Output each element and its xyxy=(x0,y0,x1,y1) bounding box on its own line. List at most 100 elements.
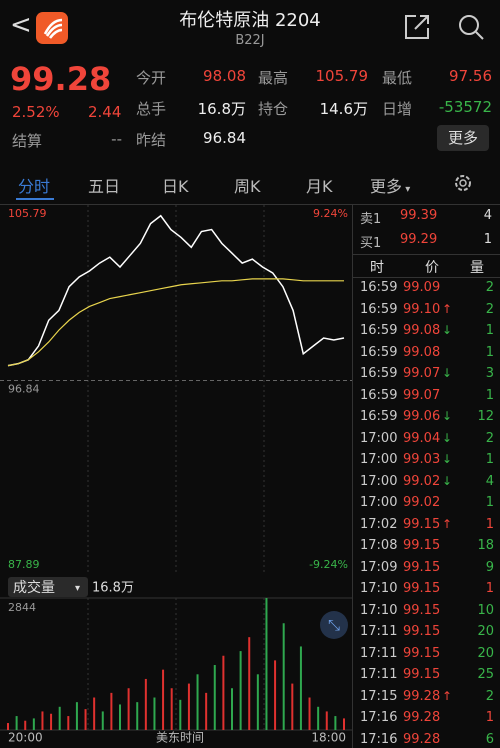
trade-qty: 9 xyxy=(485,559,494,575)
volume-bar xyxy=(144,678,147,730)
subtitle: B22J xyxy=(235,33,265,48)
volume-bar xyxy=(291,683,294,730)
tab[interactable]: 更多 ▾ xyxy=(370,177,411,196)
volume-label: 成交量 xyxy=(13,579,55,596)
trade-time: 17:00 xyxy=(360,430,398,446)
volume-bar xyxy=(239,651,242,730)
trade-price: 99.28 xyxy=(403,710,441,725)
settings-icon[interactable] xyxy=(452,172,474,194)
trade-arrow: ↓ xyxy=(442,473,453,488)
y-tick-label: 96.84 xyxy=(8,383,40,396)
stat-value: 16.8万 xyxy=(197,100,246,118)
book-label: 卖1 xyxy=(360,212,382,227)
volume-bar xyxy=(282,623,285,730)
trade-arrow: ↓ xyxy=(442,323,453,337)
trade-arrow: ↓ xyxy=(442,452,453,466)
volume-bar xyxy=(343,718,345,730)
app-logo xyxy=(36,12,68,44)
last-price: 99.28 xyxy=(10,60,112,98)
trade-price: 99.28 xyxy=(403,688,441,704)
book-label: 买1 xyxy=(360,236,382,251)
book-qty: 4 xyxy=(483,208,492,223)
back-button[interactable]: < xyxy=(10,10,32,40)
trade-price: 99.09 xyxy=(403,280,441,295)
trade-price: 99.15 xyxy=(403,602,441,618)
divider xyxy=(352,254,500,255)
volume-bar xyxy=(231,688,233,730)
trade-price: 99.07 xyxy=(403,387,441,403)
trade-qty: 2 xyxy=(485,301,494,317)
trade-price: 99.02 xyxy=(403,473,441,489)
trade-qty: 2 xyxy=(485,688,494,704)
volume-bar xyxy=(32,718,35,730)
trade-time: 16:59 xyxy=(360,387,398,403)
volume-bar xyxy=(127,688,130,730)
volume-bar xyxy=(222,655,225,730)
trade-time: 17:00 xyxy=(360,473,398,489)
search-icon[interactable] xyxy=(456,12,486,42)
tab[interactable]: 五日 xyxy=(88,177,121,196)
volume-bar xyxy=(248,637,251,730)
trade-arrow: ↑ xyxy=(442,301,453,316)
trade-qty: 2 xyxy=(485,430,494,446)
volume-bar xyxy=(15,716,18,730)
stat-value: 96.84 xyxy=(203,129,246,147)
dropdown-caret: ▾ xyxy=(75,583,80,594)
average-line xyxy=(7,278,344,367)
book-qty: 1 xyxy=(483,232,492,247)
y-tick-label: 87.89 xyxy=(8,558,40,571)
trade-time: 16:59 xyxy=(360,409,398,424)
trade-time: 17:10 xyxy=(360,602,398,618)
trade-price: 99.06 xyxy=(403,409,441,424)
volume-bar xyxy=(24,720,27,730)
trade-qty: 1 xyxy=(485,495,494,510)
volume-bar xyxy=(265,598,268,730)
trade-price: 99.15 xyxy=(403,516,441,532)
x-tick-label: 18:00 xyxy=(311,731,346,745)
stat-value: 14.6万 xyxy=(319,100,368,118)
trade-time: 17:02 xyxy=(360,516,398,532)
trade-qty: 4 xyxy=(485,473,494,489)
stat-label: 持仓 xyxy=(258,100,289,118)
tab[interactable]: 分时 xyxy=(18,177,51,196)
stat-label: 今开 xyxy=(136,69,167,87)
stat-value: 105.79 xyxy=(315,67,369,85)
volume-bar xyxy=(93,697,96,730)
tab[interactable]: 月K xyxy=(306,177,333,196)
table-header: 时 xyxy=(370,260,384,276)
change-percent: 2.52% xyxy=(12,103,60,121)
trade-price: 99.15 xyxy=(403,538,441,553)
trade-qty: 1 xyxy=(485,516,494,532)
volume-bar xyxy=(75,702,78,730)
table-header: 价 xyxy=(425,260,439,276)
trade-time: 17:00 xyxy=(360,495,398,510)
share-icon[interactable] xyxy=(402,12,432,42)
divider xyxy=(352,277,500,278)
tab[interactable]: 周K xyxy=(234,177,261,196)
volume-bar xyxy=(179,699,182,730)
trade-qty: 25 xyxy=(477,667,494,682)
volume-bar xyxy=(162,669,165,730)
volume-bar xyxy=(119,704,121,730)
trade-arrow: ↓ xyxy=(442,430,453,445)
trade-qty: 20 xyxy=(477,624,494,639)
trade-time: 17:00 xyxy=(360,452,398,467)
volume-total: 16.8万 xyxy=(92,581,134,596)
title: 布伦特原油 2204 xyxy=(179,10,321,31)
volume-bar xyxy=(308,697,311,730)
trade-time: 17:11 xyxy=(360,624,398,639)
volume-bar xyxy=(325,711,328,730)
tab[interactable]: 日K xyxy=(162,177,189,196)
trade-qty: 1 xyxy=(485,387,494,403)
more-button[interactable]: 更多 xyxy=(437,125,489,151)
stat-label: 昨结 xyxy=(136,131,167,149)
stat-value: -- xyxy=(111,130,122,148)
volume-bar xyxy=(67,716,70,730)
volume-bar xyxy=(205,692,208,730)
expand-button[interactable]: ⤡ xyxy=(320,611,348,639)
trade-time: 17:11 xyxy=(360,667,398,682)
trade-qty: 20 xyxy=(477,645,494,661)
trade-time: 17:11 xyxy=(360,645,398,661)
trade-qty: 18 xyxy=(477,538,494,553)
trade-qty: 1 xyxy=(485,710,494,725)
